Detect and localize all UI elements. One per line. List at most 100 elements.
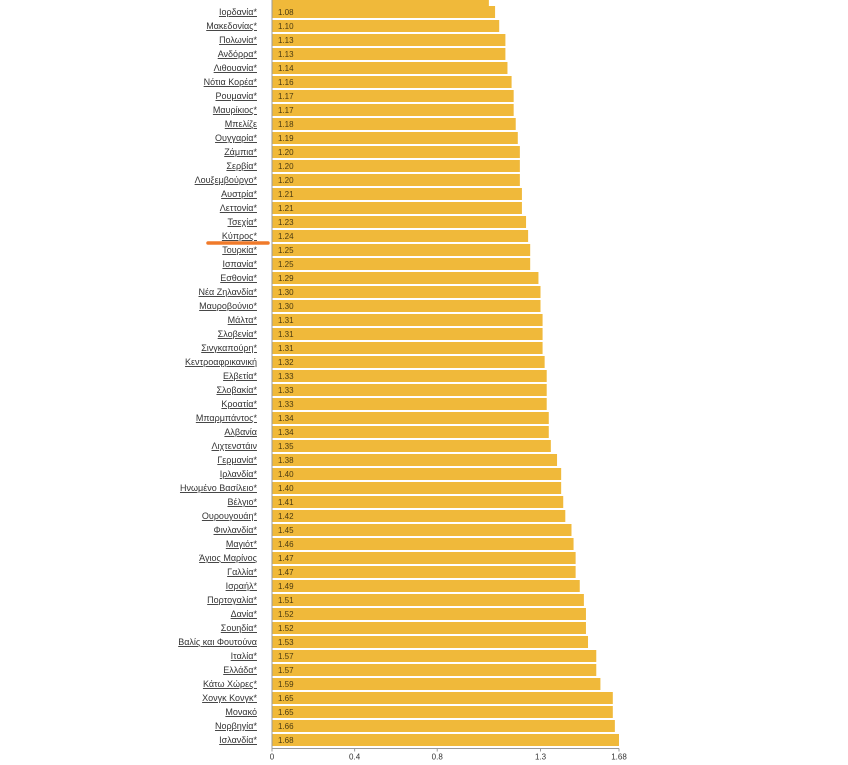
bar[interactable] [272,6,496,18]
bar[interactable] [272,482,562,494]
bar[interactable] [272,370,547,382]
category-label[interactable]: Σουηδία* [221,623,258,633]
category-label[interactable]: Μαγιότ* [226,539,258,549]
category-label[interactable]: Σερβία* [226,161,257,171]
category-label[interactable]: Πορτογαλία* [207,595,257,605]
category-label[interactable]: Λεττονία* [220,203,258,213]
bar[interactable] [272,286,541,298]
bar[interactable] [272,468,562,480]
bar[interactable] [272,174,520,186]
bar[interactable] [272,160,520,172]
category-label[interactable]: Ηνωμένο Βασίλειο* [180,483,258,493]
bar[interactable] [272,314,543,326]
bar[interactable] [272,524,572,536]
bar[interactable] [272,104,514,116]
bar[interactable] [272,76,512,88]
bar[interactable] [272,454,558,466]
category-label[interactable]: Βέλγιο* [227,497,257,507]
category-label[interactable]: Μαυροβούνιο* [199,301,257,311]
bar[interactable] [272,496,564,508]
bar[interactable] [272,230,529,242]
bar[interactable] [272,664,597,676]
category-label[interactable]: Άγιος Μαρίνος [199,553,258,563]
category-label[interactable]: Τσεχία* [227,217,257,227]
bar[interactable] [272,440,551,452]
bar[interactable] [272,538,574,550]
category-label[interactable]: Κάτω Χώρες* [203,679,258,689]
category-label[interactable]: Μακεδονίας* [206,21,257,31]
bar[interactable] [272,622,586,634]
category-label[interactable]: Λιθουανία* [214,63,258,73]
bar[interactable] [272,636,589,648]
category-label[interactable]: Κροατία* [221,399,257,409]
category-label[interactable]: Ελβετία* [223,371,257,381]
category-label[interactable]: Ζάμπια* [224,147,257,157]
bar[interactable] [272,580,580,592]
bar[interactable] [272,566,576,578]
bar[interactable] [272,300,541,312]
category-label[interactable]: Πολωνία* [219,35,257,45]
category-label[interactable]: Ιρλανδία* [220,469,258,479]
bar[interactable] [272,678,601,690]
category-label[interactable]: Μάλτα* [228,315,258,325]
category-label[interactable]: Σλοβακία* [216,385,257,395]
bar[interactable] [272,706,613,718]
category-label[interactable]: Ελλάδα* [223,665,257,675]
bar[interactable] [272,342,543,354]
bar[interactable] [272,258,531,270]
bar[interactable] [272,384,547,396]
category-label[interactable]: Ουγγαρία* [215,133,257,143]
category-label[interactable]: Νέα Ζηλανδία* [199,287,258,297]
category-label[interactable]: Εσθονία* [220,273,257,283]
category-label[interactable]: Σλοβενία* [218,329,258,339]
bar[interactable] [272,692,613,704]
bar[interactable] [272,594,584,606]
bar[interactable] [272,20,500,32]
bar[interactable] [272,90,514,102]
bar[interactable] [272,734,619,746]
bar[interactable] [272,398,547,410]
bar[interactable] [272,412,549,424]
category-label[interactable]: Νορβηγία* [215,721,258,731]
category-label[interactable]: Λουξεμβούργο* [195,175,258,185]
category-label[interactable]: Ρουμανία* [215,91,257,101]
bar[interactable] [272,356,545,368]
category-label[interactable]: Δανία* [231,609,258,619]
bar[interactable] [272,650,597,662]
category-label[interactable]: Χονγκ Κονγκ* [202,693,257,703]
bar[interactable] [272,328,543,340]
category-label[interactable]: Μονακό [225,707,257,717]
bar[interactable] [272,608,586,620]
bar[interactable] [272,426,549,438]
bar[interactable] [272,188,522,200]
bar[interactable] [272,118,516,130]
bar[interactable] [272,272,539,284]
category-label[interactable]: Γαλλία* [227,567,257,577]
category-label[interactable]: Ιορδανία* [219,7,258,17]
bar[interactable] [272,48,506,60]
category-label[interactable]: Βαλίς και Φουτούνα [178,637,257,647]
bar[interactable] [272,552,576,564]
category-label[interactable]: Αλβανία [224,427,257,437]
category-label[interactable]: Σινγκαπούρη* [201,343,257,353]
category-label[interactable]: Λιχτενστάιν [212,441,258,451]
bar[interactable] [272,720,615,732]
category-label[interactable]: Ισλανδία* [219,735,257,745]
bar[interactable] [272,510,566,522]
bar[interactable] [272,202,522,214]
category-label[interactable]: Κύπρος* [222,231,258,241]
category-label[interactable]: Ισραήλ* [226,581,258,591]
category-label[interactable]: Ουρουγουάη* [202,511,258,521]
bar[interactable] [272,216,527,228]
category-label[interactable]: Ιταλία* [231,651,258,661]
category-label[interactable]: Νότια Κορέα* [204,77,258,87]
bar[interactable] [272,132,518,144]
category-label[interactable]: Μπαρμπάντος* [196,413,258,423]
category-label[interactable]: Μαυρίκιος* [213,105,258,115]
category-label[interactable]: Τουρκία* [222,245,257,255]
category-label[interactable]: Κεντροαφρικανική [185,357,257,367]
bar[interactable] [272,34,506,46]
category-label[interactable]: Ισπανία* [222,259,257,269]
bar[interactable] [272,244,531,256]
category-label[interactable]: Αυστρία* [221,189,257,199]
